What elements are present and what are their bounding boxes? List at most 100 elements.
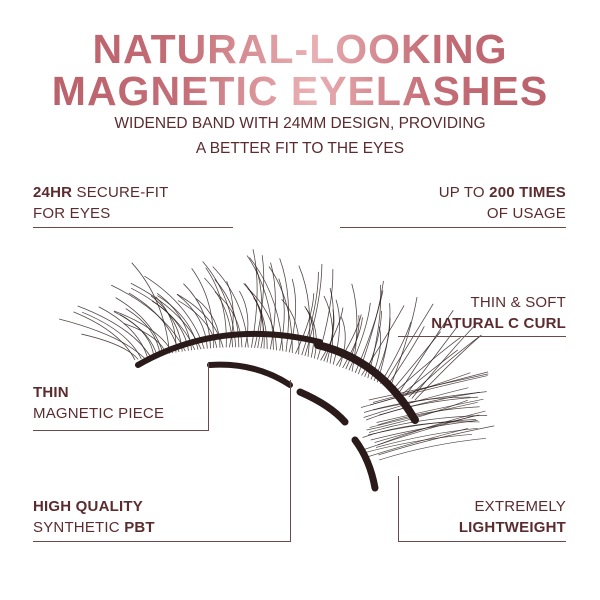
divider-line	[340, 227, 566, 228]
feature-quality-text: SYNTHETIC	[33, 519, 125, 536]
lash-hair	[246, 255, 274, 350]
lash-hair	[254, 255, 265, 348]
feature-usage-bold: 200 TIMES	[489, 184, 566, 201]
feature-weight-bold: LIGHTWEIGHT	[458, 519, 566, 536]
lash-hair	[131, 262, 171, 354]
lash-hair	[176, 293, 224, 348]
lash-hair	[244, 283, 265, 349]
feature-magnetic-bold: THIN	[33, 384, 69, 401]
lash-hair	[363, 387, 469, 418]
feature-quality-bold: HIGH QUALITY	[33, 498, 143, 515]
lash-hair	[247, 288, 277, 351]
lash-hair	[377, 410, 486, 446]
lash-hair	[323, 295, 334, 364]
pointer-line	[290, 380, 291, 542]
lash-hair	[369, 401, 478, 428]
feature-secure-fit: 24HR SECURE-FIT FOR EYES	[33, 182, 169, 224]
feature-secure-fit-bold: 24HR	[33, 184, 73, 201]
lash-hair	[279, 258, 289, 352]
lash-hair	[376, 398, 484, 423]
feature-secure-fit-text: SECURE-FIT	[72, 184, 169, 201]
magnet-piece	[314, 341, 419, 424]
lash-hair	[402, 349, 459, 395]
lash-hair	[111, 284, 186, 352]
feature-weight: EXTREMELY LIGHTWEIGHT	[459, 496, 566, 538]
lash-hair	[378, 425, 495, 456]
lash-hair	[204, 277, 233, 348]
lash-hair	[183, 283, 211, 349]
lash-hair	[239, 290, 249, 348]
lash-hair	[348, 302, 371, 371]
feature-curl-bold: NATURAL C CURL	[431, 315, 566, 332]
pointer-line	[208, 362, 209, 431]
lash-hair	[115, 297, 164, 355]
lash-hair	[375, 427, 478, 448]
lash-hair	[304, 264, 323, 357]
lash-hair	[305, 307, 317, 359]
divider-line	[33, 227, 233, 228]
lash-hair	[363, 396, 471, 413]
lash-hair	[365, 396, 479, 421]
lash-hair	[395, 337, 461, 392]
headline-line-2: MAGNETIC EYELASHES	[0, 70, 600, 112]
lash-hair	[196, 298, 221, 348]
lash-hair	[365, 427, 469, 458]
lash-hair	[377, 406, 480, 426]
lash-hair	[278, 278, 285, 351]
divider-line	[398, 336, 566, 337]
subtitle-line-2: A BETTER FIT TO THE EYES	[195, 140, 405, 157]
magnet-piece	[351, 436, 379, 492]
lash-hair	[326, 287, 334, 363]
feature-usage-line2: OF USAGE	[486, 205, 566, 222]
lash-hair	[386, 326, 425, 387]
lash-hair	[81, 333, 139, 360]
lash-hair	[379, 437, 486, 461]
lash-hair	[301, 271, 319, 356]
divider-line	[33, 430, 209, 431]
lash-hair	[130, 282, 202, 350]
divider-line	[33, 541, 291, 542]
pointer-line	[398, 476, 399, 542]
lash-band	[135, 330, 323, 368]
lash-hair	[212, 266, 249, 348]
feature-secure-fit-line2: FOR EYES	[33, 205, 111, 222]
lash-hair	[281, 298, 300, 355]
lash-hair	[398, 310, 454, 393]
subtitle-line-1: WIDENED BAND WITH 24MM DESIGN, PROVIDING	[114, 115, 486, 132]
lash-hair	[320, 307, 344, 361]
lash-hair	[360, 372, 471, 408]
feature-weight-text: EXTREMELY	[474, 498, 566, 515]
lash-hair	[177, 294, 208, 349]
lash-hair	[81, 311, 142, 359]
magnet-piece	[296, 388, 349, 426]
lash-hair	[411, 322, 478, 399]
lash-hair	[368, 373, 489, 401]
divider-line	[398, 541, 566, 542]
feature-magnetic: THIN MAGNETIC PIECE	[33, 382, 164, 424]
feature-usage-text: UP TO	[438, 184, 490, 201]
lash-hair	[389, 297, 418, 389]
lash-hair	[332, 299, 340, 365]
lash-hair	[177, 300, 218, 348]
lash-hair	[362, 415, 475, 451]
lash-hair	[269, 262, 276, 350]
lash-hair	[295, 293, 315, 354]
feature-curl-text: THIN & SOFT	[470, 294, 566, 311]
feature-magnetic-line2: MAGNETIC PIECE	[33, 405, 165, 422]
lash-hair	[288, 278, 297, 353]
lash-hair	[336, 314, 362, 366]
magnet-piece	[207, 361, 293, 388]
lash-hair	[249, 257, 284, 352]
lash-hair	[298, 265, 311, 357]
lash-hair	[77, 305, 152, 358]
lash-hair	[214, 291, 243, 348]
lash-hair	[73, 311, 136, 361]
feature-quality-bold2: PBT	[124, 519, 155, 536]
lash-hair	[365, 433, 472, 453]
lash-hair	[414, 335, 481, 401]
feature-usage: UP TO 200 TIMES OF USAGE	[439, 182, 566, 224]
lash-hair	[58, 318, 145, 359]
lash-hair	[255, 265, 263, 349]
feature-curl: THIN & SOFT NATURAL C CURL	[431, 292, 566, 334]
